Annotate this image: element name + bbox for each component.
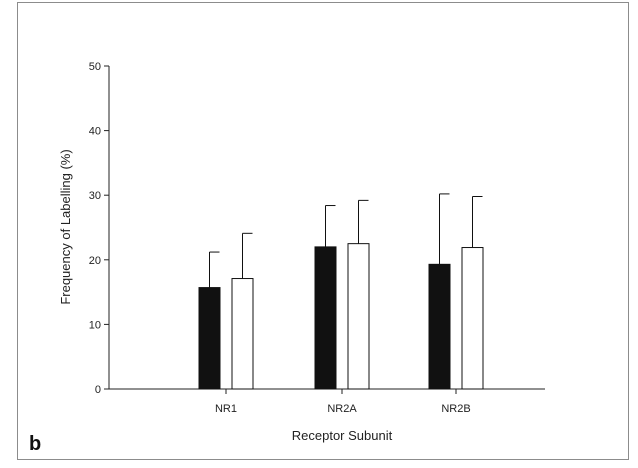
axes: 0 10 20 30 40 50 NR1 NR2A NR2B — [89, 61, 545, 415]
bar-series-2 — [461, 247, 484, 390]
bars — [198, 193, 484, 390]
bar-series-1 — [198, 287, 221, 390]
bar-series-2 — [347, 243, 370, 390]
y-tick-label: 40 — [89, 126, 101, 138]
y-tick-label: 10 — [89, 319, 101, 331]
y-axis-title: Frequency of Labelling (%) — [58, 149, 73, 304]
x-tick-label: NR1 — [215, 403, 237, 415]
bar-series-1 — [314, 246, 337, 390]
x-tick-label: NR2B — [441, 403, 470, 415]
y-tick-label: 50 — [89, 61, 101, 73]
bar-series-2 — [231, 278, 254, 390]
panel-label: b — [29, 433, 42, 455]
figure-frame — [17, 2, 629, 460]
x-tick-label: NR2A — [327, 403, 357, 415]
bar-series-1 — [428, 263, 451, 390]
y-tick-label: 20 — [89, 255, 101, 267]
x-axis-title: Receptor Subunit — [292, 428, 393, 443]
y-tick-label: 0 — [95, 384, 101, 396]
y-tick-label: 30 — [89, 190, 101, 202]
